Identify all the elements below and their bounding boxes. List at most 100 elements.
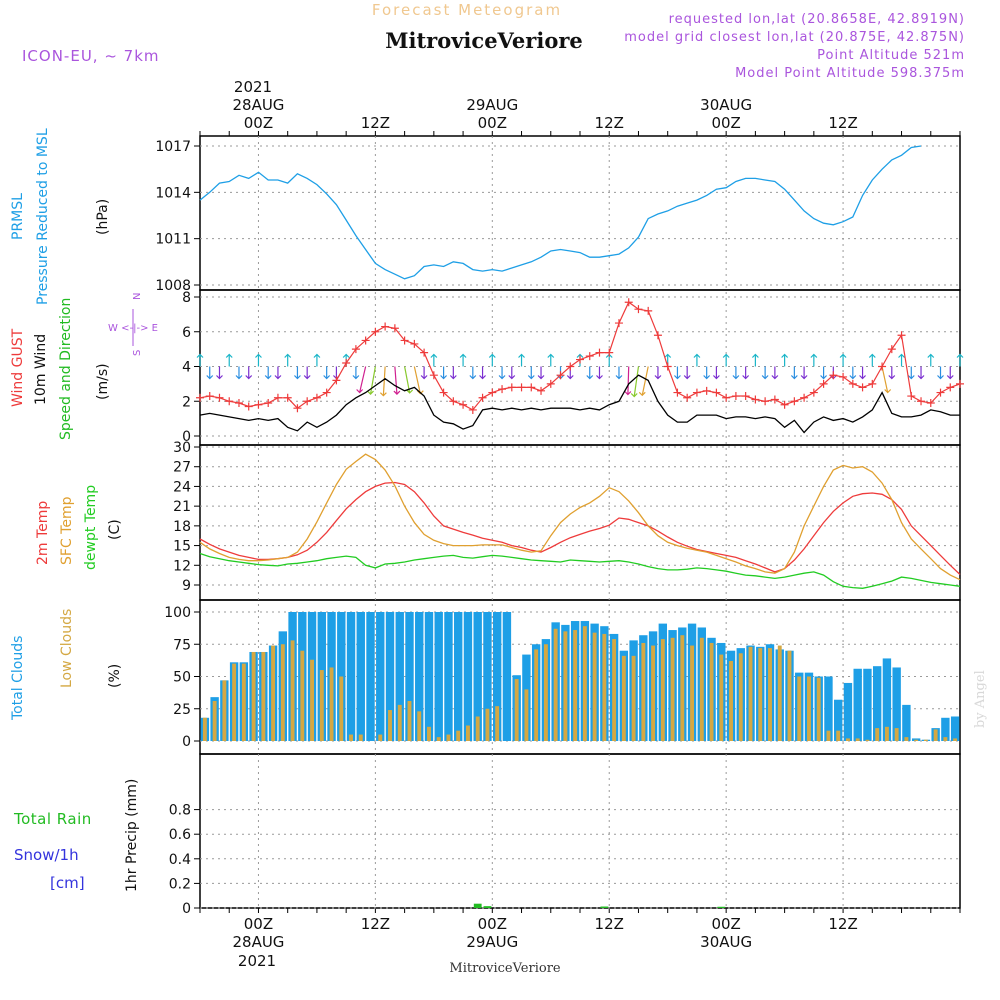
wind-arrow-head xyxy=(630,393,638,398)
low-cloud-bar xyxy=(846,738,850,741)
gust-marker xyxy=(420,348,429,357)
wind-arrow-head xyxy=(449,375,457,380)
total-cloud-bar xyxy=(434,612,443,741)
wind-arrow-head xyxy=(274,375,282,380)
wind-arrow-head xyxy=(284,353,292,358)
low-cloud-bar xyxy=(582,626,587,741)
low-cloud-bar xyxy=(280,644,285,741)
low-cloud-bar xyxy=(290,640,295,741)
wind-arrow-head xyxy=(356,389,364,394)
top-hour-label: 12Z xyxy=(361,114,390,132)
gust-marker xyxy=(566,362,575,371)
low-cloud-bar xyxy=(875,728,880,741)
low-cloud-bar xyxy=(436,737,441,741)
low-cloud-bar xyxy=(631,655,636,741)
wind-direction-arrow xyxy=(633,366,640,397)
gust-marker xyxy=(371,327,380,336)
wind-arrow-head xyxy=(379,392,387,397)
low-cloud-bar xyxy=(534,649,539,741)
wind-arrow-head xyxy=(683,375,691,380)
total-cloud-bar xyxy=(824,676,833,741)
credit: by Angel xyxy=(973,670,988,728)
top-hour-label: 12Z xyxy=(828,114,857,132)
gust-marker xyxy=(878,362,887,371)
low-cloud-bar xyxy=(826,730,831,741)
wind-arrow-head xyxy=(859,375,866,380)
low-cloud-bar xyxy=(748,646,753,741)
wind-arrow-head xyxy=(206,375,214,380)
gust-marker xyxy=(751,395,760,404)
low-cloud-bar xyxy=(807,676,811,741)
clouds-panel: Total Clouds Low Clouds (%) 0 25 50 75 100 xyxy=(10,605,960,750)
total-cloud-bar xyxy=(882,658,892,741)
wind-arrow-head xyxy=(937,375,944,380)
wind-arrow-head xyxy=(459,353,467,358)
wind-arrow-head xyxy=(624,391,632,396)
bottom-hour-label: 00Z xyxy=(244,915,273,933)
gust-marker xyxy=(332,376,341,385)
gust-marker xyxy=(361,336,370,345)
low-cloud-bar xyxy=(651,645,656,741)
wind-direction-arrow xyxy=(359,366,367,393)
clouds-tick-label: 100 xyxy=(164,605,191,621)
wind-arrow-head xyxy=(907,375,915,380)
wind-arrow-head xyxy=(294,375,301,380)
wind-arrow-head xyxy=(313,353,321,358)
gust-marker xyxy=(702,386,711,395)
precip-tick-label: 0.6 xyxy=(169,827,191,843)
gust-marker xyxy=(917,397,926,406)
low-cloud-bar xyxy=(641,642,646,741)
wind-arrow-head xyxy=(638,391,646,397)
wind-arrow-head xyxy=(654,375,662,380)
bottom-year: 2021 xyxy=(238,952,276,970)
gust-marker xyxy=(595,348,604,357)
total-cloud-bar xyxy=(892,667,901,741)
top-date-label: 30AUG xyxy=(700,96,752,114)
gust-marker xyxy=(196,393,204,402)
low-cloud-bar xyxy=(787,650,792,741)
wind-label: 10m Wind xyxy=(33,334,49,405)
snow-label: Snow/1h xyxy=(14,846,79,864)
gust-marker xyxy=(215,393,224,402)
low-cloud-bar xyxy=(573,630,578,741)
gust-marker xyxy=(351,345,360,354)
panel-frames xyxy=(199,135,961,909)
rain-bar xyxy=(717,906,726,908)
precip-tick-label: 0.2 xyxy=(169,876,191,892)
low-cloud-bar xyxy=(514,679,519,741)
total-cloud-bar xyxy=(502,612,512,741)
pressure-unit: (hPa) xyxy=(95,199,111,235)
gust-marker xyxy=(722,393,731,402)
low-cloud-bar xyxy=(222,680,227,741)
wind-arrow-head xyxy=(722,353,730,358)
wind-direction-arrow xyxy=(394,366,398,395)
low-cloud-bar xyxy=(466,725,470,741)
low-cloud-bar xyxy=(923,739,928,741)
clouds-unit: (%) xyxy=(107,664,123,688)
wind-tick-label: 8 xyxy=(182,290,191,306)
wind-arrow-head xyxy=(674,375,681,380)
temp-tick-label: 30 xyxy=(173,440,191,456)
total-cloud-bar xyxy=(941,717,950,741)
wind-arrow-head xyxy=(751,353,759,358)
total-cloud-bar xyxy=(911,738,921,741)
wind-arrow-head xyxy=(488,353,496,358)
gust-marker xyxy=(312,393,321,402)
wind-arrow-head xyxy=(790,375,798,380)
gust-marker xyxy=(653,331,662,340)
wind-arrow-head xyxy=(225,353,233,358)
wind-arrow-head xyxy=(810,353,818,358)
wind-tick-label: 6 xyxy=(182,325,191,341)
gust-marker xyxy=(673,388,682,397)
wind-arrow-head xyxy=(498,375,506,380)
low-cloud-bar xyxy=(329,667,334,741)
wind-arrow-head xyxy=(898,353,905,358)
pressure-tick-label: 1008 xyxy=(155,278,191,294)
wind-arrow-head xyxy=(800,375,808,380)
wind-arrow-head xyxy=(264,375,272,380)
model-name: ICON-EU, ~ 7km xyxy=(22,47,160,65)
sfc-temp-line xyxy=(199,453,961,581)
gust-marker xyxy=(605,348,614,357)
wind-arrow-head xyxy=(820,375,828,380)
